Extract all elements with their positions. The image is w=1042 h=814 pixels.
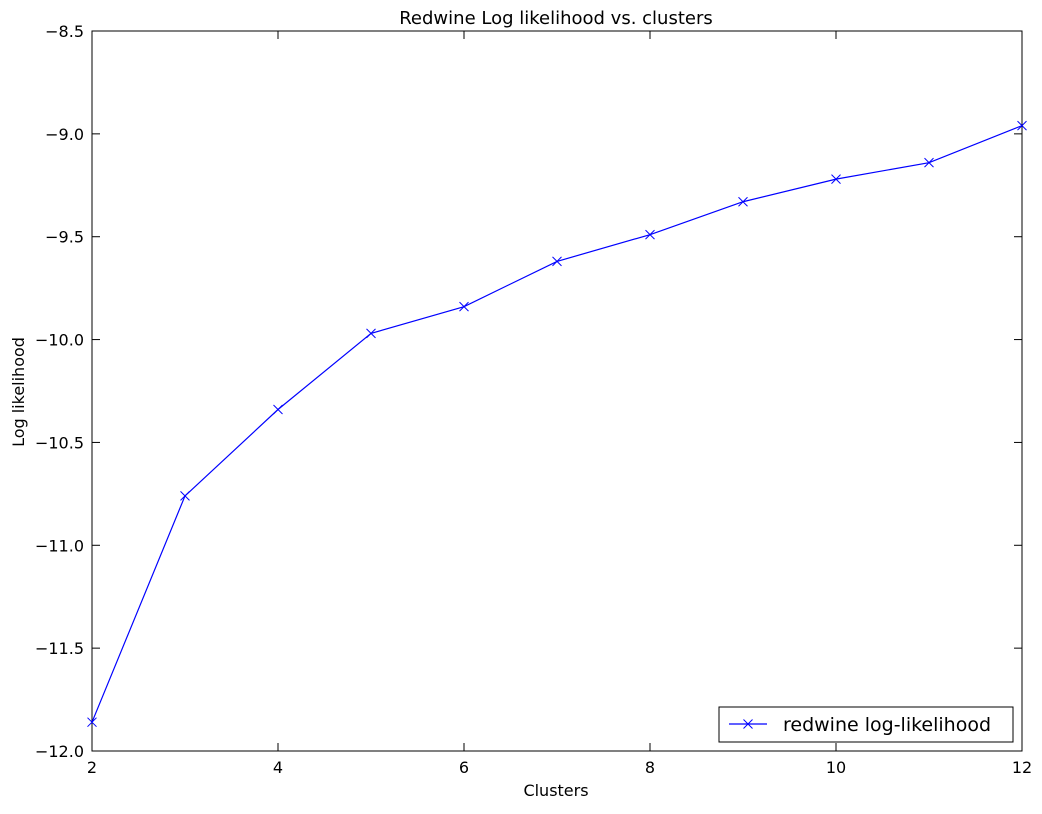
y-tick-label: −9.5 (45, 228, 84, 247)
series-layer (87, 120, 1027, 728)
x-tick-label: 2 (87, 758, 97, 777)
data-point-marker (738, 196, 748, 207)
y-tick-label: −10.0 (35, 331, 84, 350)
legend-label: redwine log-likelihood (783, 714, 991, 736)
data-point-marker (645, 229, 655, 240)
x-axis: 2 4 6 8 10 12 (87, 31, 1032, 777)
y-axis-label: Log likelihood (9, 337, 28, 447)
data-point-marker (459, 301, 469, 312)
plot-area (91, 30, 1023, 752)
data-point-marker (87, 717, 97, 728)
y-tick-label: −11.5 (35, 639, 84, 658)
legend-box (718, 706, 1014, 743)
x-axis-label: Clusters (523, 781, 588, 800)
y-tick-label: −9.0 (45, 125, 84, 144)
data-point-marker (552, 256, 562, 267)
data-point-marker (273, 404, 283, 415)
y-tick-label: −12.0 (35, 742, 84, 761)
y-axis: −12.0 −11.5 −11.0 −10.5 −10.0 −9.5 −9.0 −8.5 (35, 22, 1022, 761)
y-tick-label: −8.5 (45, 22, 84, 41)
y-tick-label: −10.5 (35, 433, 84, 452)
x-tick-label: 4 (273, 758, 283, 777)
plot-frame (91, 30, 1023, 752)
x-tick-label: 10 (826, 758, 846, 777)
x-tick-label: 12 (1012, 758, 1032, 777)
x-tick-label: 8 (645, 758, 655, 777)
data-point-marker (924, 157, 934, 168)
data-point-marker (366, 328, 376, 339)
chart-title: Redwine Log likelihood vs. clusters (399, 8, 713, 29)
data-point-marker (1017, 120, 1027, 131)
y-tick-label: −11.0 (35, 536, 84, 555)
legend-line-marker (729, 719, 767, 729)
x-tick-label: 6 (459, 758, 469, 777)
data-point-marker (831, 174, 841, 184)
legend: redwine log-likelihood (718, 706, 1014, 743)
data-point-marker (180, 491, 190, 501)
